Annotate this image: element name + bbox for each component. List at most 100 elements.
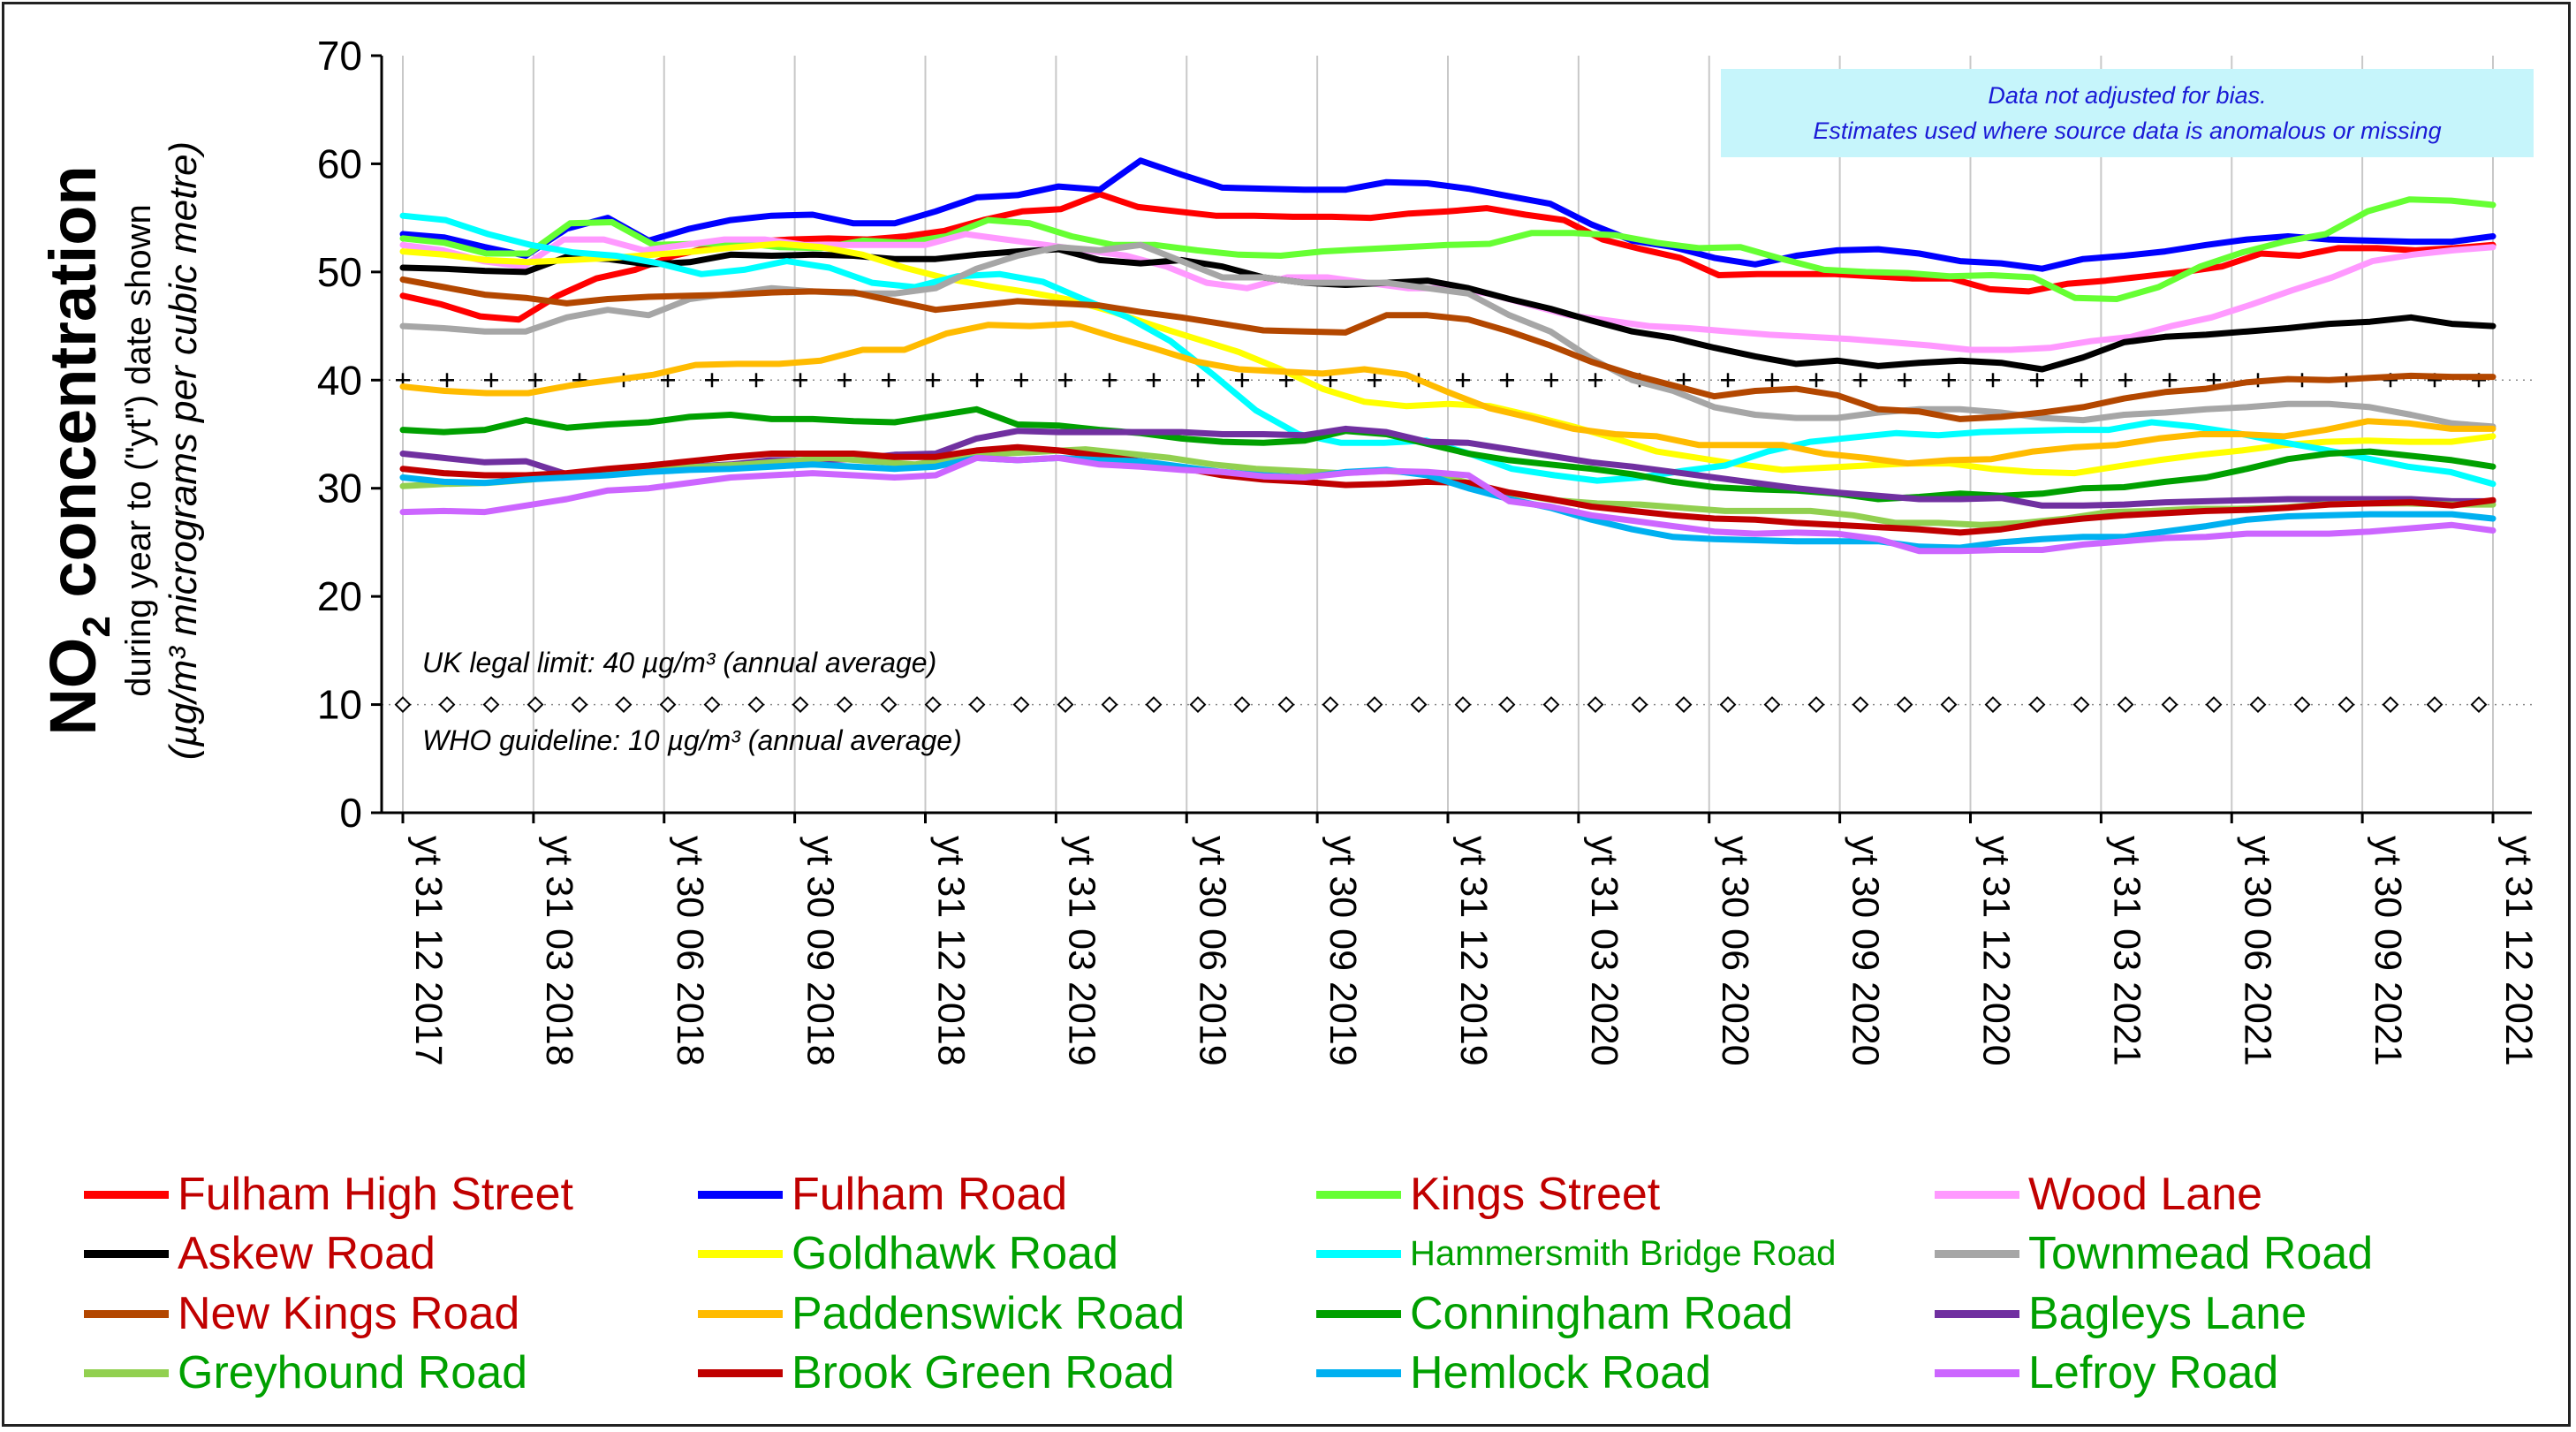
x-tick-label: yt 31 03 2021 (2105, 836, 2148, 1066)
who-guideline-marker (924, 696, 942, 713)
legend-label: Hammersmith Bridge Road (1410, 1233, 1837, 1273)
who-guideline-marker (1763, 696, 1781, 713)
y-axis-title-main: NO2 concentration (36, 165, 118, 735)
who-guideline-marker (1675, 696, 1693, 713)
legend-label: Kings Street (1410, 1169, 1661, 1220)
who-guideline-marker (2117, 696, 2134, 713)
who-guideline-marker (1940, 696, 1958, 713)
who-guideline-marker (482, 696, 500, 713)
legend-item: Wood Lane (1935, 1166, 2262, 1223)
legend-label: Conningham Road (1410, 1288, 1793, 1339)
series-line-lefroy-road (399, 454, 2496, 555)
uk-limit-marker (1102, 373, 1117, 388)
x-tick-label: yt 30 09 2018 (799, 836, 842, 1066)
who-guideline-marker (792, 696, 809, 713)
legend-swatch (84, 1249, 169, 1258)
who-guideline-marker (1233, 696, 1251, 713)
who-guideline-marker (968, 696, 986, 713)
y-tick-label: 40 (317, 357, 362, 403)
legend-swatch (84, 1309, 169, 1318)
x-tick-label: yt 31 12 2020 (1975, 836, 2018, 1066)
who-guideline-marker (1101, 696, 1118, 713)
who-guideline-marker (2205, 696, 2223, 713)
legend-item: Askew Road (84, 1225, 436, 1282)
legend-label: Bagleys Lane (2028, 1288, 2307, 1339)
uk-limit-marker (882, 373, 896, 388)
uk-limit-marker (1014, 373, 1028, 388)
legend-item: Townmead Road (1935, 1225, 2373, 1282)
axes: 0 10 20 30 40 50 60 70 yt 31 12 2017 yt 31 03 201… (317, 33, 2540, 1066)
y-tick-label: 30 (317, 466, 362, 511)
x-tick-label: yt 31 12 2021 (2497, 836, 2540, 1066)
uk-limit-marker (1942, 373, 1956, 388)
series-line-paddenswick-road (399, 321, 2496, 467)
legend-label: Fulham Road (792, 1169, 1068, 1220)
legend-swatch (698, 1309, 783, 1318)
uk-limit-marker (1721, 373, 1735, 388)
who-guideline-marker (1852, 696, 1869, 713)
uk-limit-marker (1191, 373, 1205, 388)
y-tick-label: 60 (317, 140, 362, 186)
who-guideline-marker (1631, 696, 1648, 713)
legend-swatch (1935, 1249, 2019, 1258)
legend-item: Hemlock Road (1316, 1345, 1711, 1401)
legend-swatch (1316, 1309, 1401, 1318)
legend-label: Askew Road (178, 1228, 436, 1279)
series-line-fulham-road (399, 157, 2496, 272)
uk-limit-marker (1279, 373, 1293, 388)
x-tick-label: yt 30 06 2019 (1191, 836, 1233, 1066)
legend-label: Fulham High Street (178, 1169, 573, 1220)
legend-label: Townmead Road (2028, 1228, 2374, 1279)
legend-swatch (1316, 1249, 1401, 1258)
uk-limit-marker (926, 373, 940, 388)
y-axis-title-line2: during year to ("yt") date shown (119, 204, 158, 697)
legend-item: Fulham Road (698, 1166, 1067, 1223)
y-tick-label: 20 (317, 573, 362, 619)
data-note-line1: Data not adjusted for bias. (1988, 82, 2267, 109)
series-line-conningham-road (399, 405, 2496, 503)
uk-limit-marker (1368, 373, 1382, 388)
legend-swatch (84, 1368, 169, 1377)
who-guideline-marker (747, 696, 765, 713)
who-guideline-marker (2072, 696, 2090, 713)
uk-limit-label: UK legal limit: 40 µg/m³ (annual average… (422, 647, 937, 678)
uk-limit-marker (2030, 373, 2044, 388)
who-guideline-marker (1410, 696, 1428, 713)
legend-item: Brook Green Road (698, 1345, 1175, 1401)
legend-label: New Kings Road (178, 1288, 520, 1339)
series-line-hemlock-road (399, 454, 2496, 551)
who-guideline-marker (1366, 696, 1383, 713)
who-guideline-marker (1145, 696, 1163, 713)
legend-swatch (698, 1249, 783, 1258)
who-guideline-marker (1498, 696, 1516, 713)
who-guideline-marker (1896, 696, 1913, 713)
who-guideline-marker (1322, 696, 1339, 713)
uk-limit-marker (1500, 373, 1514, 388)
uk-limit-marker (1456, 373, 1470, 388)
x-tick-label: yt 31 12 2019 (1452, 836, 1495, 1066)
who-guideline-marker (1277, 696, 1295, 713)
uk-limit-marker (1235, 373, 1249, 388)
x-tick-label: yt 30 06 2020 (1714, 836, 1756, 1066)
who-guideline-marker (836, 696, 853, 713)
data-note-line2: Estimates used where source data is anom… (1813, 117, 2442, 144)
who-guideline-marker (2337, 696, 2355, 713)
legend-swatch (1935, 1190, 2019, 1199)
uk-limit-marker (705, 373, 719, 388)
legend-item: Bagleys Lane (1935, 1285, 2307, 1342)
x-tick-label: yt 30 09 2021 (2367, 836, 2409, 1066)
legend-label: Lefroy Road (2028, 1347, 2279, 1398)
legend-label: Wood Lane (2028, 1169, 2263, 1220)
legend-label: Hemlock Road (1410, 1347, 1712, 1398)
who-guideline-marker (1189, 696, 1207, 713)
x-tick-label: yt 31 12 2017 (407, 836, 450, 1066)
series-line-goldhawk-road (399, 240, 2496, 477)
who-guideline-marker (2249, 696, 2267, 713)
uk-limit-marker (484, 373, 498, 388)
legend-item: Goldhawk Road (698, 1225, 1118, 1282)
uk-limit-marker (1765, 373, 1779, 388)
y-tick-label: 10 (317, 682, 362, 728)
uk-limit-marker (1147, 373, 1161, 388)
